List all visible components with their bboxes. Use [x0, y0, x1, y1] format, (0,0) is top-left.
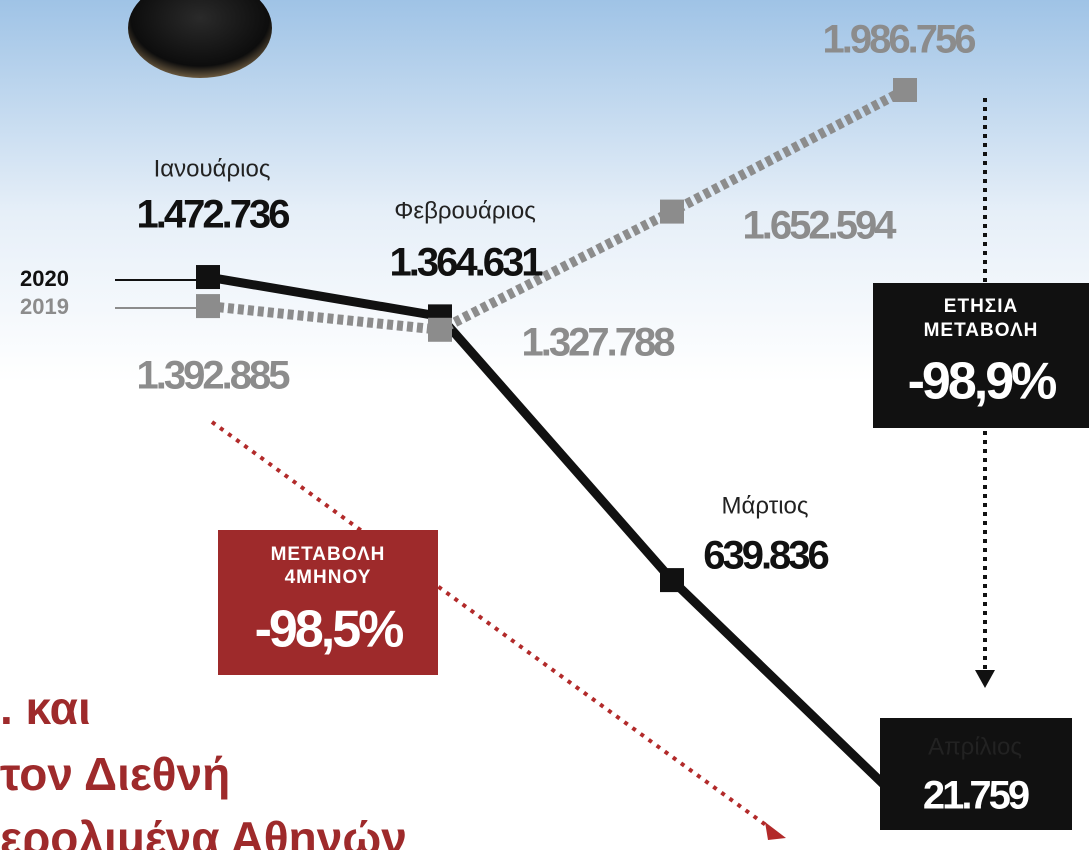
value-label: 1.986.756 [823, 18, 976, 62]
point-marker [428, 317, 452, 342]
value-label: 21.759 [923, 774, 1029, 818]
arrow-head [975, 670, 995, 688]
point-marker [196, 294, 220, 319]
value-label: 1.652.594 [743, 204, 898, 248]
point-marker [660, 568, 684, 593]
value-label: 1.327.788 [522, 321, 676, 365]
series-line [207, 272, 909, 809]
point-marker [660, 199, 684, 224]
category-label: Ιανουάριος [154, 155, 271, 182]
decoration [128, 0, 272, 78]
caption: ερολιμένα Αθηνών [0, 812, 407, 850]
category-label: Φεβρουάριος [394, 197, 536, 224]
value-label: 1.392.885 [137, 354, 291, 398]
caption: . και [0, 682, 91, 734]
labels: 2020 2019 1.472.736 1.364.631 639.836 21.759 1… [20, 18, 1032, 818]
category-label: Μάρτιος [722, 492, 809, 519]
annotation-title: ΜΕΤΑΒΟΛΗ [924, 320, 1039, 341]
series-line [207, 85, 908, 335]
annotation-value: -98,5% [255, 601, 404, 659]
value-box [880, 718, 1072, 830]
annotation-box [218, 530, 438, 675]
annotation-title: 4ΜΗΝΟΥ [285, 567, 372, 588]
value-label: 1.472.736 [137, 193, 290, 237]
annotation-box [873, 283, 1089, 428]
category-label: Απρίλιος [928, 733, 1022, 760]
point-marker [893, 78, 917, 102]
legend-label: 2019 [20, 294, 69, 319]
arrow-head [765, 822, 786, 840]
value-label: 639.836 [703, 534, 828, 578]
annotation-title: ΕΤΗΣΙΑ [944, 296, 1018, 317]
legend-label: 2020 [20, 266, 69, 291]
point-marker [196, 265, 220, 290]
value-label: 1.364.631 [390, 241, 544, 285]
annotation-title: ΜΕΤΑΒΟΛΗ [271, 544, 386, 565]
annotation-value: -98,9% [908, 353, 1057, 411]
plot [196, 78, 917, 817]
caption: τον Διεθνή [0, 748, 230, 800]
